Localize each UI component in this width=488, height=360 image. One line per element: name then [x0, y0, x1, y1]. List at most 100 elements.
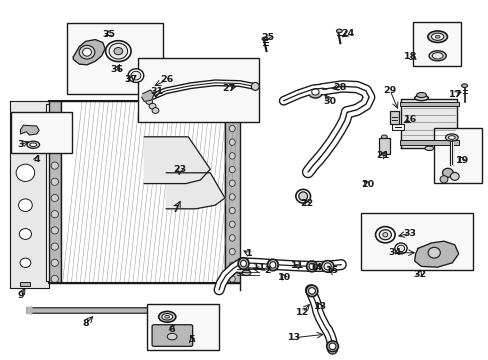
- Text: 33: 33: [403, 229, 415, 238]
- Text: 10: 10: [278, 274, 290, 282]
- Text: 29: 29: [383, 86, 396, 95]
- Ellipse shape: [149, 103, 156, 109]
- Ellipse shape: [51, 275, 59, 283]
- Ellipse shape: [445, 134, 457, 141]
- Ellipse shape: [240, 260, 246, 267]
- Ellipse shape: [51, 113, 59, 121]
- Polygon shape: [414, 241, 458, 267]
- Ellipse shape: [167, 333, 177, 340]
- Text: 32: 32: [412, 270, 425, 279]
- Bar: [224, 101, 239, 283]
- Ellipse shape: [439, 176, 447, 183]
- Bar: [61, 101, 224, 283]
- Text: 37: 37: [124, 76, 137, 85]
- Ellipse shape: [79, 45, 95, 59]
- Ellipse shape: [229, 262, 235, 269]
- Ellipse shape: [427, 31, 447, 42]
- Text: 18: 18: [403, 52, 417, 61]
- Ellipse shape: [128, 69, 143, 82]
- Ellipse shape: [427, 247, 440, 258]
- Ellipse shape: [229, 194, 235, 200]
- Polygon shape: [20, 125, 39, 135]
- Text: 31: 31: [150, 87, 163, 96]
- Text: 20: 20: [361, 180, 373, 189]
- Ellipse shape: [152, 108, 159, 113]
- Ellipse shape: [105, 41, 131, 62]
- Text: 26: 26: [160, 76, 174, 85]
- Bar: [49, 101, 61, 283]
- Ellipse shape: [311, 89, 319, 95]
- Ellipse shape: [82, 48, 91, 56]
- Ellipse shape: [381, 153, 386, 156]
- Text: 16: 16: [403, 115, 417, 124]
- Text: 13: 13: [313, 302, 326, 311]
- Text: 22: 22: [300, 199, 313, 208]
- FancyBboxPatch shape: [152, 325, 192, 346]
- Ellipse shape: [51, 162, 59, 169]
- Polygon shape: [166, 173, 224, 209]
- Ellipse shape: [51, 130, 59, 137]
- Bar: [138, 58, 259, 122]
- Bar: [20, 282, 30, 286]
- Ellipse shape: [430, 33, 443, 40]
- Polygon shape: [400, 99, 456, 148]
- Ellipse shape: [51, 194, 59, 202]
- Ellipse shape: [229, 235, 235, 241]
- Text: 9: 9: [17, 292, 24, 300]
- Polygon shape: [27, 307, 32, 314]
- Text: 15: 15: [325, 266, 338, 275]
- Bar: [15, 127, 35, 144]
- Ellipse shape: [308, 288, 315, 294]
- Ellipse shape: [394, 243, 406, 254]
- Text: 27: 27: [222, 84, 235, 93]
- Text: 3: 3: [17, 140, 24, 149]
- Text: 21: 21: [375, 151, 388, 160]
- Ellipse shape: [158, 311, 176, 322]
- Ellipse shape: [323, 263, 331, 270]
- Text: 11: 11: [252, 263, 265, 271]
- Text: 13: 13: [287, 333, 300, 342]
- Polygon shape: [205, 307, 210, 314]
- Ellipse shape: [416, 93, 426, 98]
- Ellipse shape: [434, 35, 439, 38]
- Ellipse shape: [20, 258, 31, 267]
- Ellipse shape: [229, 153, 235, 159]
- Ellipse shape: [424, 146, 433, 150]
- Bar: [67, 23, 163, 94]
- Ellipse shape: [461, 84, 467, 87]
- Bar: [399, 140, 458, 145]
- Text: 24: 24: [341, 29, 354, 37]
- Ellipse shape: [162, 314, 172, 320]
- Ellipse shape: [19, 229, 31, 239]
- Polygon shape: [27, 308, 210, 313]
- Ellipse shape: [51, 211, 59, 218]
- Ellipse shape: [379, 230, 391, 240]
- Ellipse shape: [145, 99, 152, 104]
- Ellipse shape: [16, 164, 35, 181]
- Text: 7: 7: [172, 205, 179, 214]
- Text: 30: 30: [323, 97, 336, 106]
- Ellipse shape: [229, 166, 235, 173]
- Text: 19: 19: [454, 156, 468, 165]
- Ellipse shape: [164, 315, 169, 318]
- Text: 8: 8: [82, 320, 89, 328]
- Ellipse shape: [267, 259, 278, 271]
- Ellipse shape: [295, 189, 310, 203]
- Ellipse shape: [51, 178, 59, 185]
- Text: 28: 28: [332, 83, 346, 91]
- Ellipse shape: [229, 248, 235, 255]
- Ellipse shape: [251, 82, 259, 90]
- Ellipse shape: [229, 112, 235, 118]
- Polygon shape: [144, 137, 210, 184]
- Ellipse shape: [308, 263, 314, 270]
- Bar: [378, 138, 389, 154]
- Text: 35: 35: [102, 30, 115, 39]
- Ellipse shape: [381, 135, 386, 139]
- Ellipse shape: [229, 221, 235, 228]
- Ellipse shape: [428, 51, 446, 61]
- Ellipse shape: [229, 207, 235, 214]
- Ellipse shape: [306, 261, 317, 272]
- Ellipse shape: [19, 199, 32, 211]
- Bar: [399, 102, 458, 106]
- Ellipse shape: [109, 43, 127, 59]
